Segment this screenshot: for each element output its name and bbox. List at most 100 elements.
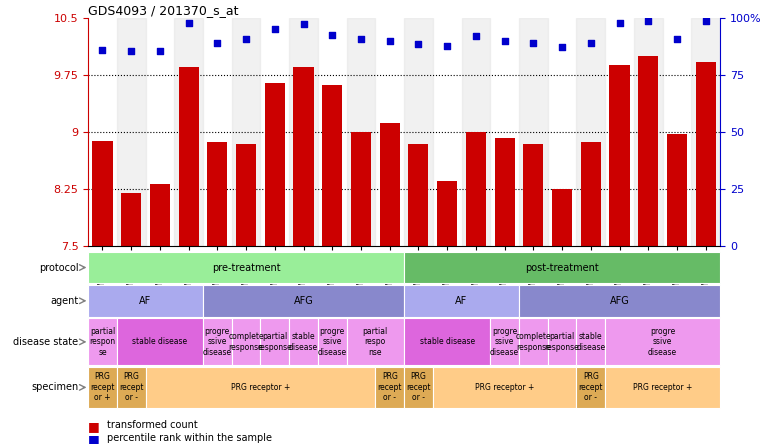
Bar xyxy=(322,85,342,246)
Text: AF: AF xyxy=(139,296,152,306)
Bar xyxy=(150,184,170,246)
Bar xyxy=(519,318,548,365)
Text: ■: ■ xyxy=(88,420,100,432)
Bar xyxy=(289,318,318,365)
Text: partial
response: partial response xyxy=(545,332,579,352)
Point xyxy=(154,47,166,54)
Text: PRG
recept
or -: PRG recept or - xyxy=(406,373,430,402)
Text: percentile rank within the sample: percentile rank within the sample xyxy=(107,433,272,443)
Point xyxy=(671,36,683,43)
Point xyxy=(297,20,309,28)
Text: stable disease: stable disease xyxy=(133,337,188,346)
Text: progre
ssive
disease: progre ssive disease xyxy=(648,327,677,357)
Bar xyxy=(380,123,400,246)
Bar xyxy=(408,144,428,246)
Bar xyxy=(605,318,720,365)
Bar xyxy=(696,62,715,246)
Bar xyxy=(633,18,663,246)
Bar xyxy=(375,367,404,408)
Text: ■: ■ xyxy=(88,433,100,444)
Text: PRG receptor +: PRG receptor + xyxy=(475,383,535,392)
Text: PRG
recept
or +: PRG recept or + xyxy=(90,373,115,402)
Bar xyxy=(265,83,285,246)
Bar xyxy=(351,132,371,246)
Bar xyxy=(523,144,543,246)
Bar xyxy=(203,318,231,365)
Bar xyxy=(433,367,576,408)
Text: agent: agent xyxy=(51,296,79,306)
Text: partial
respon
se: partial respon se xyxy=(90,327,116,357)
Text: partial
response: partial response xyxy=(257,332,292,352)
Bar xyxy=(404,285,519,317)
Text: PRG
recept
or -: PRG recept or - xyxy=(578,373,603,402)
Point xyxy=(584,40,597,47)
Bar xyxy=(346,318,404,365)
Text: AFG: AFG xyxy=(293,296,313,306)
Text: PRG
recept
or -: PRG recept or - xyxy=(119,373,143,402)
Text: stable
disease: stable disease xyxy=(289,332,318,352)
Text: AFG: AFG xyxy=(610,296,630,306)
Bar xyxy=(605,367,720,408)
Bar xyxy=(404,318,490,365)
Point xyxy=(355,36,367,43)
Text: PRG receptor +: PRG receptor + xyxy=(633,383,692,392)
Point xyxy=(269,26,281,33)
Text: stable
disease: stable disease xyxy=(576,332,605,352)
Bar xyxy=(203,285,404,317)
Bar xyxy=(581,142,601,246)
Bar xyxy=(231,318,260,365)
Point xyxy=(556,43,568,50)
Text: PRG
recept
or -: PRG recept or - xyxy=(378,373,402,402)
Bar xyxy=(576,367,605,408)
Text: complete
response: complete response xyxy=(516,332,552,352)
Bar xyxy=(552,189,572,246)
Bar xyxy=(88,318,116,365)
Point xyxy=(240,36,252,43)
Bar xyxy=(437,181,457,246)
Bar xyxy=(260,318,290,365)
Point xyxy=(441,43,453,50)
Text: specimen: specimen xyxy=(31,382,79,392)
Bar xyxy=(178,67,198,246)
Bar xyxy=(318,318,346,365)
Bar xyxy=(404,367,433,408)
Bar xyxy=(490,318,519,365)
Bar xyxy=(93,141,113,246)
Bar xyxy=(116,318,203,365)
Bar xyxy=(576,318,605,365)
Text: GDS4093 / 201370_s_at: GDS4093 / 201370_s_at xyxy=(88,4,238,16)
Bar xyxy=(495,138,515,246)
Bar xyxy=(88,251,404,284)
Bar xyxy=(346,18,375,246)
Point xyxy=(384,37,396,44)
Bar xyxy=(174,18,203,246)
Point xyxy=(499,37,511,44)
Text: post-treatment: post-treatment xyxy=(525,262,599,273)
Point xyxy=(97,46,109,53)
Point xyxy=(211,40,224,47)
Bar xyxy=(146,367,375,408)
Text: PRG receptor +: PRG receptor + xyxy=(231,383,290,392)
Bar xyxy=(121,193,141,246)
Bar xyxy=(404,18,433,246)
Bar xyxy=(116,367,146,408)
Bar xyxy=(293,67,313,246)
Point xyxy=(642,17,654,24)
Point xyxy=(412,40,424,47)
Bar xyxy=(236,143,256,246)
Bar xyxy=(231,18,260,246)
Bar xyxy=(548,318,576,365)
Bar xyxy=(519,18,548,246)
Bar xyxy=(289,18,318,246)
Text: progre
ssive
disease: progre ssive disease xyxy=(318,327,347,357)
Bar xyxy=(638,56,658,246)
Point xyxy=(182,20,195,27)
Point xyxy=(125,48,137,55)
Text: complete
response: complete response xyxy=(228,332,264,352)
Bar xyxy=(461,18,490,246)
Bar xyxy=(667,135,687,246)
Point xyxy=(614,20,626,27)
Bar xyxy=(116,18,146,246)
Point xyxy=(699,17,712,24)
Text: pre-treatment: pre-treatment xyxy=(211,262,280,273)
